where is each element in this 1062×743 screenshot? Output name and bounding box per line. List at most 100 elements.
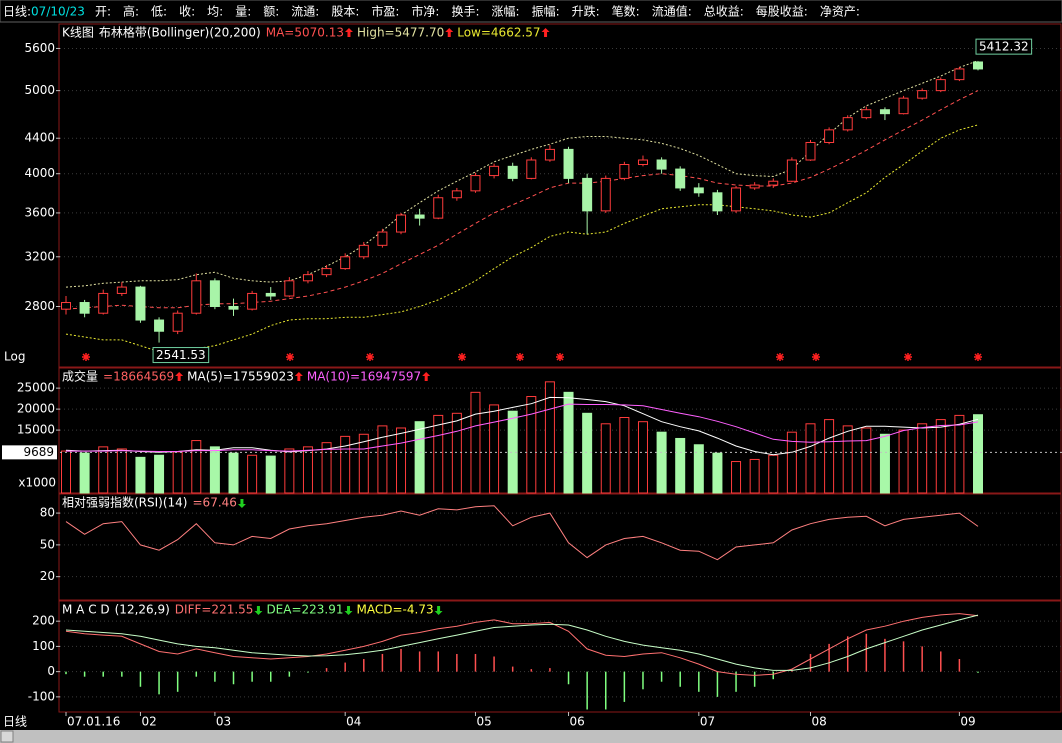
trend-arrow: [445, 28, 454, 37]
candle-body: [302, 274, 313, 282]
volume-bar: [489, 404, 500, 494]
series-line: [65, 614, 979, 671]
y-tick-label: 5600: [24, 41, 55, 55]
x-tick-label: 02: [141, 715, 156, 729]
candle-body: [358, 244, 369, 258]
panel-title: K线图: [62, 26, 94, 40]
volume-bar: [98, 446, 109, 494]
volume-bar: [396, 427, 407, 494]
x-axis-label: 日线: [3, 715, 27, 729]
volume-bar: [451, 412, 462, 494]
series-line: [65, 505, 979, 561]
series-line: [65, 396, 979, 456]
volume-bar: [879, 433, 890, 494]
header-date: 07/10/23: [31, 5, 85, 19]
panel-title: 成交量: [62, 369, 98, 384]
candle-body: [209, 280, 220, 307]
header-field: 升跌:: [572, 4, 600, 19]
volume-bar: [340, 435, 351, 494]
volume-bar: [600, 423, 611, 494]
candle-body: [935, 79, 946, 92]
candle-body: [973, 61, 983, 70]
trend-arrow: [422, 372, 431, 381]
volume-bar: [358, 433, 369, 494]
trend-arrow: [175, 372, 184, 381]
candle-body: [470, 175, 481, 192]
volume-bar: [693, 444, 704, 494]
candle-body: [489, 165, 500, 177]
legend-entry: =67.46: [193, 496, 237, 510]
annotation-box: [975, 38, 1033, 55]
header-field: 净资产:: [820, 5, 860, 19]
candle-body: [414, 214, 425, 219]
volume-bar: [61, 450, 71, 494]
volume-bar: [284, 448, 295, 494]
candle-body: [284, 280, 295, 297]
candle-body: [600, 177, 611, 212]
volume-bar: [731, 461, 742, 494]
legend-entry: High=5477.70: [357, 26, 444, 40]
header-field: 开:: [95, 5, 111, 19]
signal-star: [974, 353, 982, 361]
volume-bar: [321, 442, 332, 494]
volume-bar: [116, 448, 127, 494]
header-field: 每股收益:: [756, 4, 808, 19]
header-field: 市盈:: [371, 4, 399, 19]
candle-body: [637, 159, 648, 166]
y-tick-label: 200: [32, 614, 55, 628]
volume-bar: [563, 391, 574, 494]
candle-body: [842, 117, 853, 131]
candle-body: [340, 256, 351, 270]
signal-star: [458, 353, 466, 361]
panel-title: M A C D: [62, 603, 110, 617]
candle-body: [154, 319, 165, 332]
header-field: 均:: [207, 5, 223, 19]
y-tick-label: 20000: [17, 402, 55, 416]
volume-bar: [917, 423, 928, 494]
candle-body: [116, 286, 127, 294]
header-field: 笔数:: [612, 4, 640, 19]
candle-body: [656, 159, 667, 170]
scale-label: Log: [4, 350, 25, 364]
candle-body: [898, 97, 909, 115]
y-tick-label: 80: [40, 506, 55, 520]
candle-body: [712, 192, 723, 212]
trend-arrow: [237, 499, 246, 508]
candle-body: [582, 177, 593, 212]
header-field: 高:: [123, 4, 139, 19]
volume-bar: [805, 423, 816, 494]
candle-body: [749, 184, 760, 189]
volume-bar: [247, 454, 258, 494]
volume-bar: [786, 431, 797, 494]
volume-bar: [544, 381, 555, 494]
header-field: 流通:: [291, 5, 319, 19]
signal-star: [286, 353, 294, 361]
candle-body: [433, 197, 444, 219]
signal-star: [556, 353, 564, 361]
candle-body: [98, 292, 109, 314]
candle-body: [675, 168, 686, 189]
header-bar: [0, 0, 1062, 23]
candle-body: [396, 214, 407, 233]
scrollbar[interactable]: [0, 730, 1062, 743]
panel-title: 相对强弱指数(RSI)(14): [62, 495, 188, 510]
header-field: 市净:: [411, 4, 439, 19]
x-tick-label: 05: [476, 715, 491, 729]
candle-body: [191, 280, 202, 314]
panel-frame: [58, 23, 1062, 368]
volume-bar: [209, 446, 220, 494]
trend-arrow: [434, 606, 443, 615]
candle-body: [61, 302, 71, 310]
candle-body: [451, 190, 462, 199]
volume-bar: [954, 414, 965, 494]
volume-bar: [154, 454, 165, 494]
scroll-left-button[interactable]: [0, 730, 14, 743]
volume-bar: [824, 419, 835, 494]
header-field: 额:: [263, 5, 279, 19]
candle-body: [563, 148, 574, 179]
price-annotation: 5412.32: [979, 40, 1029, 54]
y-tick-label: -100: [28, 689, 55, 703]
trend-arrow: [541, 28, 550, 37]
